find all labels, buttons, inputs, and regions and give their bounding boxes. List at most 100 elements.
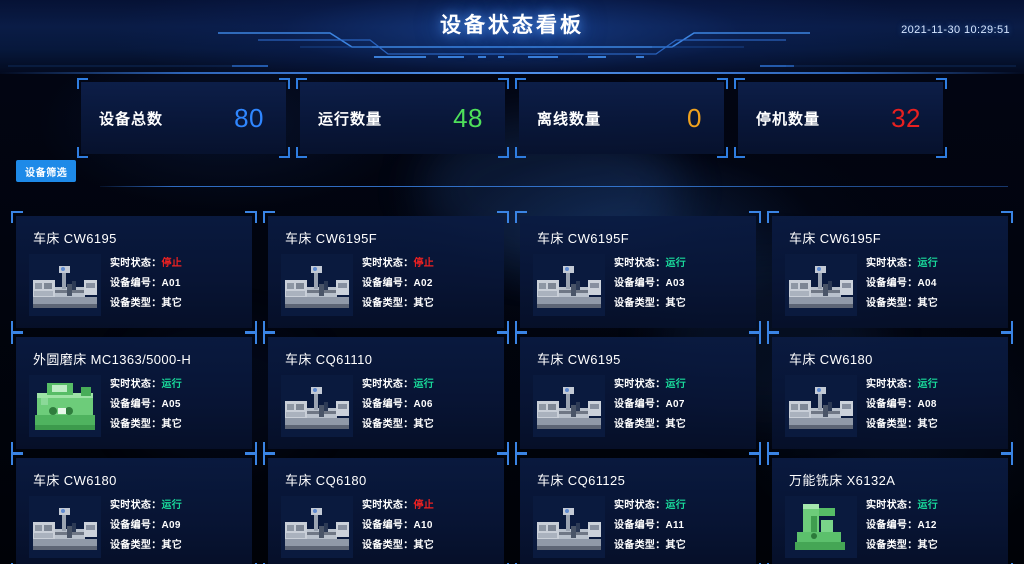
device-status-row: 实时状态： 运行 [614,375,752,395]
device-type-label: 设备类型： [866,419,918,430]
device-thumbnail [785,496,857,558]
lathe-machine-image [533,496,605,558]
device-card[interactable]: 车床 CQ6180 实时状态： 停止 设备编号： A10 设备类型： 其它 [263,453,509,564]
corner-bracket-icon [296,78,307,89]
device-type-label: 设备类型： [362,540,414,551]
lathe-machine-image [29,254,101,316]
device-name: 外圆磨床 MC1363/5000-H [33,352,192,367]
device-name: 车床 CQ6180 [285,473,367,488]
device-status-label: 实时状态： [614,258,666,269]
device-code-value: A02 [413,278,433,289]
device-card[interactable]: 车床 CQ61110 实时状态： 运行 设备编号： A06 设备类型： 其它 [263,332,509,454]
corner-bracket-icon [515,147,526,158]
device-card[interactable]: 车床 CW6180 实时状态： 运行 设备编号： A09 设备类型： 其它 [11,453,257,564]
lathe-machine-image [785,375,857,437]
corner-bracket-icon [734,78,745,89]
corner-bracket-icon [717,147,728,158]
lathe-machine-image [29,496,101,558]
device-status-label: 实时状态： [614,379,666,390]
corner-bracket-icon [263,332,275,344]
lathe-machine-image [281,254,353,316]
device-info: 实时状态： 运行 设备编号： A05 设备类型： 其它 [110,375,248,435]
corner-bracket-icon [497,211,509,223]
device-status-row: 实时状态： 运行 [866,254,1004,274]
device-type-row: 设备类型： 其它 [866,294,1004,314]
device-code-value: A11 [665,520,685,531]
stat-value: 0 [687,102,702,133]
device-code-label: 设备编号： [110,399,162,410]
page-header: 设备状态看板 2021-11-30 10:29:51 [0,0,1024,74]
device-type-label: 设备类型： [362,298,414,309]
device-status-value: 运行 [917,258,939,269]
device-code-value: A07 [665,399,685,410]
device-status-label: 实时状态： [110,500,162,511]
corner-bracket-icon [749,211,761,223]
device-type-value: 其它 [161,298,183,309]
device-status-value: 运行 [665,258,687,269]
device-card[interactable]: 车床 CW6195 实时状态： 停止 设备编号： A01 设备类型： 其它 [11,211,257,333]
device-status-row: 实时状态： 停止 [110,254,248,274]
header-timestamp: 2021-11-30 10:29:51 [901,24,1010,36]
device-status-label: 实时状态： [866,379,918,390]
device-name: 万能铣床 X6132A [789,473,896,488]
device-card[interactable]: 万能铣床 X6132A 实时状态： 运行 设备编号： A12 设备类型： 其它 [767,453,1013,564]
device-code-value: A05 [161,399,181,410]
corner-bracket-icon [515,211,527,223]
stat-label: 停机数量 [756,110,821,128]
device-code-value: A04 [917,278,937,289]
device-code-label: 设备编号： [866,520,918,531]
device-type-label: 设备类型： [614,298,666,309]
corner-bracket-icon [498,78,509,89]
device-code-row: 设备编号： A09 [110,516,248,536]
device-info: 实时状态： 运行 设备编号： A08 设备类型： 其它 [866,375,1004,435]
device-card[interactable]: 车床 CW6195F 实时状态： 停止 设备编号： A02 设备类型： 其它 [263,211,509,333]
device-type-row: 设备类型： 其它 [614,415,752,435]
stat-label: 离线数量 [537,110,602,128]
device-thumbnail [533,496,605,558]
corner-bracket-icon [717,78,728,89]
device-status-value: 运行 [161,500,183,511]
stat-value: 48 [453,102,483,133]
device-card[interactable]: 车床 CW6180 实时状态： 运行 设备编号： A08 设备类型： 其它 [767,332,1013,454]
corner-bracket-icon [263,453,275,465]
device-code-label: 设备编号： [362,520,414,531]
device-type-value: 其它 [413,540,435,551]
device-code-label: 设备编号： [866,399,918,410]
device-type-value: 其它 [413,298,435,309]
device-status-label: 实时状态： [866,258,918,269]
device-status-label: 实时状态： [362,500,414,511]
device-type-value: 其它 [665,298,687,309]
corner-bracket-icon [936,147,947,158]
device-name: 车床 CQ61110 [285,352,373,367]
device-card[interactable]: 车床 CW6195F 实时状态： 运行 设备编号： A03 设备类型： 其它 [515,211,761,333]
corner-bracket-icon [767,453,779,465]
device-status-row: 实时状态： 运行 [866,496,1004,516]
corner-bracket-icon [515,453,527,465]
device-type-value: 其它 [161,540,183,551]
device-card-grid: 车床 CW6195 实时状态： 停止 设备编号： A01 设备类型： 其它 车床 CW6195… [11,211,1013,564]
grinder-machine-image [29,375,101,437]
corner-bracket-icon [245,211,257,223]
corner-bracket-icon [11,332,23,344]
device-info: 实时状态： 运行 设备编号： A12 设备类型： 其它 [866,496,1004,556]
device-name: 车床 CW6195F [537,231,630,246]
corner-bracket-icon [263,211,275,223]
device-filter-button[interactable]: 设备筛选 [16,160,77,182]
device-name: 车床 CW6180 [33,473,117,488]
toolbar: 设备筛选 [0,160,1024,190]
corner-bracket-icon [296,147,307,158]
device-type-label: 设备类型： [866,298,918,309]
device-card[interactable]: 车床 CQ61125 实时状态： 运行 设备编号： A11 设备类型： 其它 [515,453,761,564]
device-type-row: 设备类型： 其它 [110,415,248,435]
device-type-row: 设备类型： 其它 [866,536,1004,556]
device-card[interactable]: 外圆磨床 MC1363/5000-H 实时状态： 运行 设备编号： A05 设备类型： 其它 [11,332,257,454]
stat-label: 设备总数 [99,110,164,128]
device-type-value: 其它 [917,298,939,309]
device-name: 车床 CW6180 [789,352,873,367]
device-code-value: A08 [917,399,937,410]
device-card[interactable]: 车床 CW6195F 实时状态： 运行 设备编号： A04 设备类型： 其它 [767,211,1013,333]
device-card[interactable]: 车床 CW6195 实时状态： 运行 设备编号： A07 设备类型： 其它 [515,332,761,454]
device-code-label: 设备编号： [614,278,666,289]
device-thumbnail [785,254,857,316]
device-status-row: 实时状态： 停止 [362,496,500,516]
